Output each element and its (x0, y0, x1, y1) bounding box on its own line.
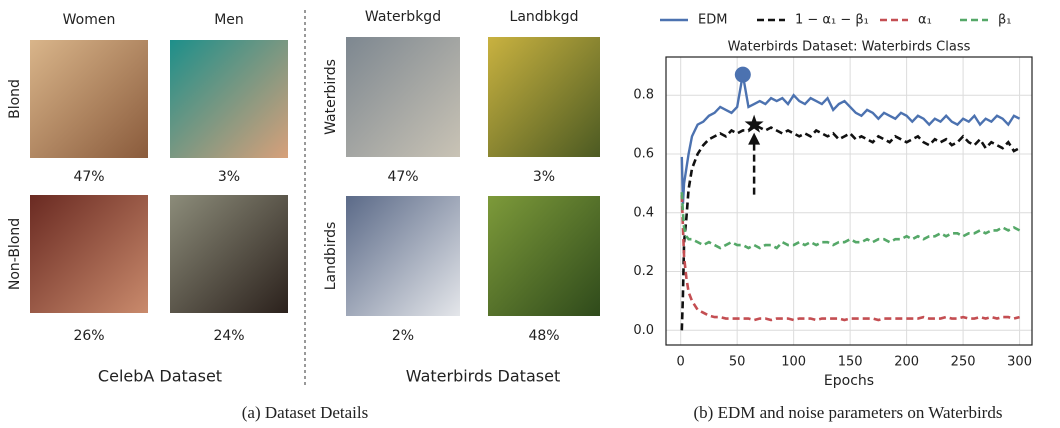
percentage: 47% (73, 169, 104, 185)
photo (30, 195, 148, 313)
arrow-head (748, 133, 760, 145)
panel-a: Women Men Blond Non-Blond 47% 3% 26% 24%… (7, 9, 600, 422)
percentage: 24% (213, 328, 244, 344)
percentage: 3% (218, 169, 240, 185)
y-tick-label: 0.8 (633, 88, 654, 103)
column-label: Landbkgd (510, 9, 579, 25)
highlight-marker (735, 67, 751, 83)
legend-label: β₁ (998, 13, 1012, 28)
series-line (682, 125, 1020, 331)
percentage: 3% (533, 169, 555, 185)
plot-frame (666, 57, 1032, 345)
series-line (682, 195, 1020, 320)
chart-title: Waterbirds Dataset: Waterbirds Class (728, 40, 971, 55)
y-tick-label: 0.2 (633, 264, 654, 279)
legend-label: EDM (698, 13, 727, 28)
photo (170, 195, 288, 313)
legend-label: α₁ (918, 13, 932, 28)
y-tick-label: 0.6 (633, 146, 654, 161)
plot: 0.0 0.2 0.4 0.6 0.8 0 50 100 150 200 250 300 EDM 1 − … (633, 13, 1032, 370)
figure: Women Men Blond Non-Blond 47% 3% 26% 24%… (0, 0, 1060, 428)
x-tick-label: 300 (1007, 355, 1032, 370)
caption: (a) Dataset Details (242, 403, 369, 422)
x-tick-label: 50 (729, 355, 746, 370)
y-tick-label: 0.0 (633, 323, 654, 338)
photo (488, 196, 600, 316)
percentage: 47% (387, 169, 418, 185)
page: Women Men Blond Non-Blond 47% 3% 26% 24%… (0, 0, 1060, 428)
x-tick-label: 200 (894, 355, 919, 370)
x-tick-label: 100 (781, 355, 806, 370)
highlight-marker (745, 115, 764, 133)
photo (346, 37, 460, 157)
column-label: Waterbkgd (365, 9, 441, 25)
photo (488, 37, 600, 157)
column-label: Men (214, 12, 244, 28)
series-line (682, 75, 1020, 204)
x-axis-label: Epochs (824, 373, 874, 389)
legend-label: 1 − α₁ − β₁ (795, 13, 869, 28)
photo (30, 40, 148, 158)
row-label: Landbirds (323, 222, 339, 291)
photo (170, 40, 288, 158)
y-tick-label: 0.4 (633, 205, 654, 220)
percentage: 2% (392, 328, 414, 344)
caption: (b) EDM and noise parameters on Waterbir… (694, 403, 1003, 422)
percentage: 48% (528, 328, 559, 344)
x-tick-label: 0 (677, 355, 685, 370)
x-tick-label: 150 (838, 355, 863, 370)
row-label: Blond (7, 79, 23, 119)
x-tick-label: 250 (951, 355, 976, 370)
dataset-title: CelebA Dataset (98, 367, 222, 386)
row-label: Waterbirds (323, 59, 339, 135)
dataset-title: Waterbirds Dataset (406, 367, 560, 386)
percentage: 26% (73, 328, 104, 344)
series-line (682, 192, 1020, 248)
column-label: Women (63, 12, 116, 28)
row-label: Non-Blond (7, 218, 23, 290)
photo (346, 196, 460, 316)
